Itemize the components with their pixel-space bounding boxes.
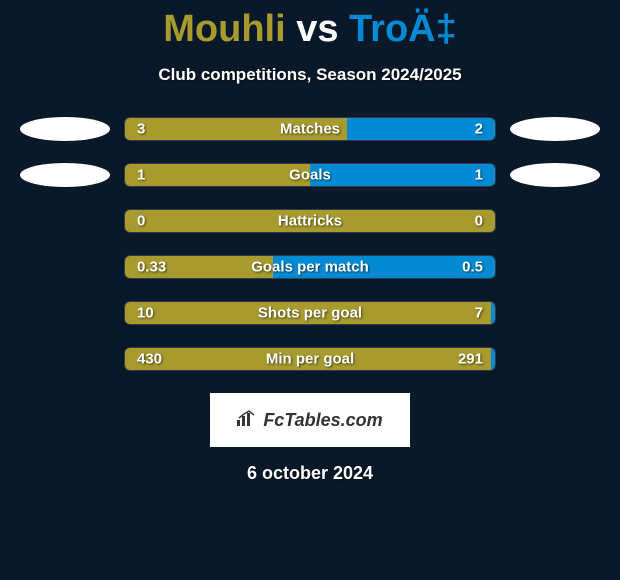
stat-bar: 0 Hattricks 0 (124, 209, 496, 233)
stat-row: 430 Min per goal 291 (20, 347, 600, 371)
stat-label: Min per goal (266, 351, 354, 368)
player-right-avatar (510, 117, 600, 141)
bar-right-fill (310, 164, 495, 186)
avatar-ellipse (20, 117, 110, 141)
brand-card[interactable]: FcTables.com (210, 393, 410, 447)
bar-right-fill (347, 118, 495, 140)
stat-label: Goals (289, 167, 331, 184)
stat-bar: 1 Goals 1 (124, 163, 496, 187)
stat-value-right: 0 (475, 213, 483, 230)
stat-value-right: 7 (475, 305, 483, 322)
stat-value-left: 3 (137, 121, 145, 138)
avatar-ellipse (510, 163, 600, 187)
stat-value-left: 10 (137, 305, 154, 322)
stat-value-right: 2 (475, 121, 483, 138)
stat-value-left: 430 (137, 351, 162, 368)
subtitle: Club competitions, Season 2024/2025 (0, 65, 620, 85)
player-left-avatar (20, 163, 110, 187)
stat-value-left: 0 (137, 213, 145, 230)
stat-value-right: 1 (475, 167, 483, 184)
stat-bar: 430 Min per goal 291 (124, 347, 496, 371)
player-right-avatar (510, 163, 600, 187)
brand-text: FcTables.com (263, 410, 382, 431)
avatar-ellipse (510, 117, 600, 141)
stat-row: 1 Goals 1 (20, 163, 600, 187)
stat-bar: 0.33 Goals per match 0.5 (124, 255, 496, 279)
player-left-avatar (20, 117, 110, 141)
stat-label: Matches (280, 121, 340, 138)
stat-value-right: 291 (458, 351, 483, 368)
stat-bar: 10 Shots per goal 7 (124, 301, 496, 325)
stats-container: 3Matches21Goals10Hattricks00.33Goals per… (0, 117, 620, 371)
vs-text: vs (296, 8, 338, 50)
bar-right-fill (491, 348, 495, 370)
stat-row: 3 Matches 2 (20, 117, 600, 141)
stat-row: 0.33 Goals per match 0.5 (20, 255, 600, 279)
comparison-title: Mouhli vs TroÄ‡ (0, 0, 620, 51)
player-right-name: TroÄ‡ (349, 8, 457, 50)
stat-label: Goals per match (251, 259, 369, 276)
footer-date: 6 october 2024 (0, 463, 620, 484)
player-left-name: Mouhli (163, 8, 285, 50)
avatar-ellipse (20, 163, 110, 187)
stat-value-right: 0.5 (462, 259, 483, 276)
chart-icon (237, 410, 257, 431)
stat-label: Shots per goal (258, 305, 362, 322)
bar-right-fill (491, 302, 495, 324)
stat-row: 0 Hattricks 0 (20, 209, 600, 233)
stat-bar: 3 Matches 2 (124, 117, 496, 141)
stat-value-left: 0.33 (137, 259, 166, 276)
stat-row: 10 Shots per goal 7 (20, 301, 600, 325)
stat-value-left: 1 (137, 167, 145, 184)
bar-left-fill (125, 164, 310, 186)
stat-label: Hattricks (278, 213, 342, 230)
